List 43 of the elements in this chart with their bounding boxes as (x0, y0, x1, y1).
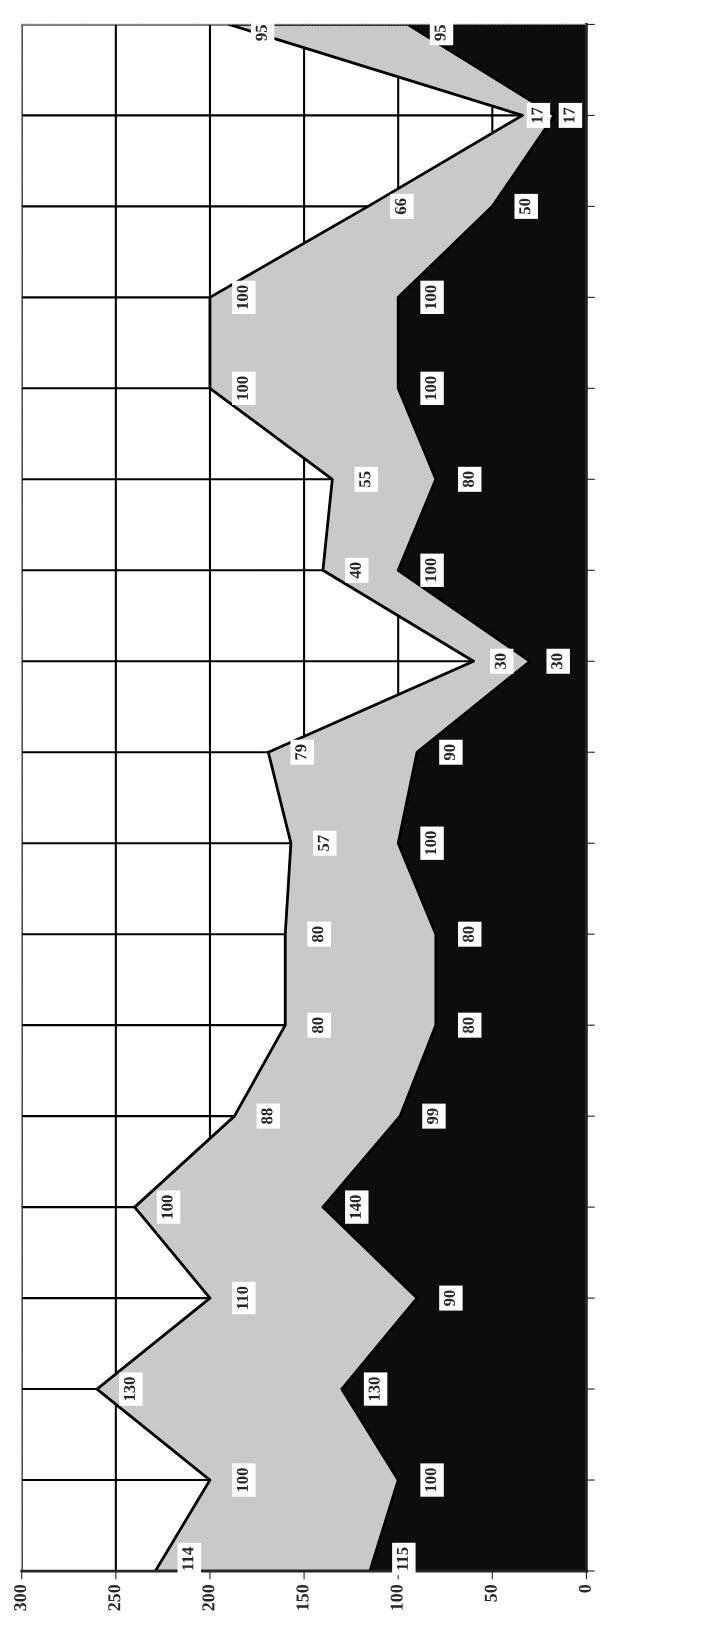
data-label: 95 (255, 25, 267, 41)
data-label: 140 (349, 1195, 361, 1219)
data-label: 100 (236, 1468, 249, 1492)
data-label: 30 (551, 653, 563, 669)
data-label: 55 (359, 471, 371, 487)
data-label: 80 (312, 1017, 324, 1033)
data-label: 100 (236, 376, 249, 400)
data-label: 57 (317, 835, 329, 851)
x-tick-label: 300 (14, 1584, 27, 1611)
x-tick-label: 150 (296, 1584, 309, 1610)
data-label: 100 (425, 285, 437, 309)
data-label: 40 (349, 562, 361, 579)
x-tick-label: 50 (484, 1584, 497, 1602)
data-label: 17 (531, 107, 543, 123)
data-label: 100 (236, 285, 249, 309)
data-label: 50 (519, 198, 531, 215)
data-label: 100 (161, 1195, 173, 1219)
data-label: 30 (494, 653, 506, 669)
data-label: 95 (434, 25, 446, 41)
data-label: 80 (462, 471, 474, 488)
x-tick-label: 100 (390, 1584, 403, 1610)
data-label: 80 (462, 926, 474, 942)
data-label: 90 (443, 1290, 456, 1306)
data-label: 114 (182, 1547, 194, 1570)
data-label: 130 (123, 1377, 136, 1401)
data-label: 130 (368, 1377, 380, 1401)
x-tick-label: 200 (202, 1584, 215, 1611)
data-label: 88 (261, 1108, 273, 1124)
data-label: 66 (394, 198, 407, 215)
data-label: 100 (425, 376, 437, 400)
data-label: 80 (312, 926, 324, 942)
data-label: 90 (443, 744, 456, 761)
data-label: 79 (295, 744, 307, 760)
data-label: 110 (236, 1286, 249, 1309)
data-label: 100 (425, 558, 437, 582)
data-label: 100 (425, 1468, 437, 1492)
data-label: 80 (462, 1017, 474, 1033)
data-label: 100 (425, 831, 437, 855)
data-label: 115 (396, 1547, 409, 1570)
data-label: 17 (563, 107, 575, 123)
x-tick-label: 0 (578, 1584, 591, 1593)
data-label: 99 (426, 1108, 439, 1125)
x-tick-label: 250 (108, 1584, 121, 1611)
